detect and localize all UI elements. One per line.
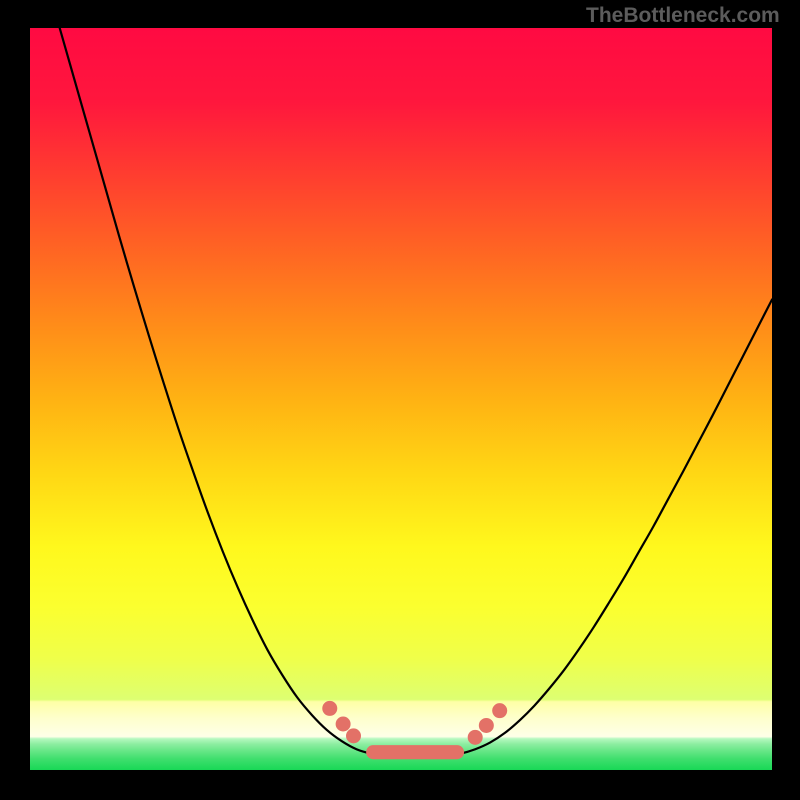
bottleneck-curve: [30, 28, 772, 770]
curve-marker: [346, 728, 361, 743]
curve-marker: [322, 701, 337, 716]
plot-area: [30, 28, 772, 770]
valley-capsule-marker: [366, 745, 464, 759]
chart-frame: [30, 28, 772, 770]
marker-group: [322, 701, 507, 759]
curve-marker: [468, 730, 483, 745]
curve-marker: [479, 718, 494, 733]
curve-marker: [492, 703, 507, 718]
watermark-text: TheBottleneck.com: [586, 4, 780, 28]
curve-path: [60, 28, 772, 757]
curve-marker: [336, 717, 351, 732]
